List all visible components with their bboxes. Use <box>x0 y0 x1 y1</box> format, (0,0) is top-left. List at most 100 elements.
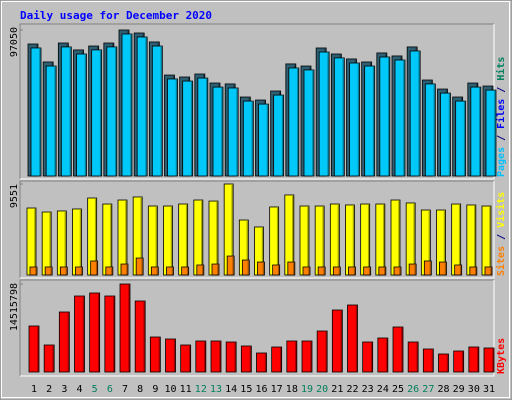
x-tick-label: 9 <box>152 384 158 395</box>
bar <box>58 311 70 373</box>
bar <box>394 59 406 177</box>
bar <box>150 266 159 276</box>
bar <box>377 337 389 373</box>
bar <box>121 33 133 177</box>
x-tick-label: 20 <box>316 384 328 395</box>
x-tick-label: 5 <box>92 384 98 395</box>
bar <box>165 338 176 373</box>
y-max-label: 14515798 <box>9 283 20 331</box>
legend-entry: Files <box>495 99 507 129</box>
bar <box>226 255 235 276</box>
x-tick-label: 14 <box>225 384 237 395</box>
bar <box>423 260 432 276</box>
bar <box>195 340 207 373</box>
legend: Sites / Visits <box>495 192 507 276</box>
bar <box>422 348 434 373</box>
legend: KBytes <box>496 338 507 374</box>
bar <box>119 283 131 373</box>
bar <box>364 65 376 177</box>
panel-light <box>20 181 495 279</box>
x-tick-label: 15 <box>240 384 252 395</box>
bar <box>470 86 482 177</box>
bar <box>273 94 285 177</box>
bar <box>45 65 57 177</box>
x-tick-label: 16 <box>255 384 267 395</box>
legend-entry: KBytes <box>496 338 507 374</box>
bar <box>302 266 311 276</box>
bar <box>409 50 421 177</box>
bar <box>453 350 465 373</box>
bar <box>378 266 387 276</box>
x-tick-label: 30 <box>468 384 480 395</box>
bar <box>210 340 222 373</box>
bar <box>211 263 220 276</box>
bar <box>181 266 190 276</box>
bar <box>408 263 417 276</box>
bar <box>455 100 467 177</box>
bar <box>257 261 265 276</box>
bar <box>28 325 40 373</box>
bar <box>362 341 374 373</box>
bar <box>407 341 419 373</box>
x-tick-label: 29 <box>453 384 465 395</box>
bar <box>149 336 161 373</box>
bar <box>60 46 72 177</box>
bar <box>379 56 391 177</box>
bar <box>258 103 269 177</box>
panel-light <box>20 24 495 180</box>
bar <box>393 266 402 276</box>
bar <box>316 330 328 373</box>
x-tick-label: 1 <box>31 384 37 395</box>
legend: Pages / Files / Hits <box>495 57 507 177</box>
bar <box>363 266 372 276</box>
bar <box>348 266 356 276</box>
bar <box>75 266 83 276</box>
bar <box>136 36 148 177</box>
legend-entry: Sites <box>495 246 507 276</box>
y-max-label: 9551 <box>9 184 20 208</box>
x-tick-label: 11 <box>180 384 192 395</box>
legend-separator: / <box>496 228 507 246</box>
bar <box>454 264 463 276</box>
bar <box>43 344 55 373</box>
bar <box>76 53 87 177</box>
panel-shadow <box>19 279 494 376</box>
x-tick-label: 21 <box>331 384 343 395</box>
legend-entry: Hits <box>495 57 507 81</box>
x-tick-label: 27 <box>422 384 434 395</box>
x-tick-label: 19 <box>301 384 313 395</box>
bar <box>424 83 436 177</box>
bar <box>303 69 315 177</box>
bar <box>29 266 38 276</box>
x-tick-label: 25 <box>392 384 404 395</box>
bar <box>484 266 493 276</box>
bar <box>90 260 99 276</box>
bar <box>286 340 298 373</box>
bar <box>256 352 267 373</box>
bar <box>483 347 495 373</box>
bar <box>225 341 237 373</box>
bar <box>241 259 250 276</box>
bar <box>30 47 42 177</box>
x-tick-label: 31 <box>483 384 495 395</box>
bar <box>333 57 345 177</box>
bar <box>197 77 209 177</box>
bar <box>392 326 404 373</box>
x-tick-label: 6 <box>107 384 113 395</box>
bar <box>331 309 343 373</box>
legend-entry: Visits <box>495 192 507 228</box>
bar <box>317 266 326 276</box>
bar <box>134 300 146 373</box>
x-tick-label: 8 <box>137 384 143 395</box>
bar <box>347 304 358 373</box>
x-tick-label: 18 <box>286 384 298 395</box>
bar <box>212 86 224 177</box>
bar <box>438 353 449 373</box>
bar <box>166 266 174 276</box>
bar <box>227 87 239 177</box>
x-tick-label: 3 <box>61 384 67 395</box>
x-tick-label: 13 <box>210 384 222 395</box>
bar <box>272 264 281 276</box>
